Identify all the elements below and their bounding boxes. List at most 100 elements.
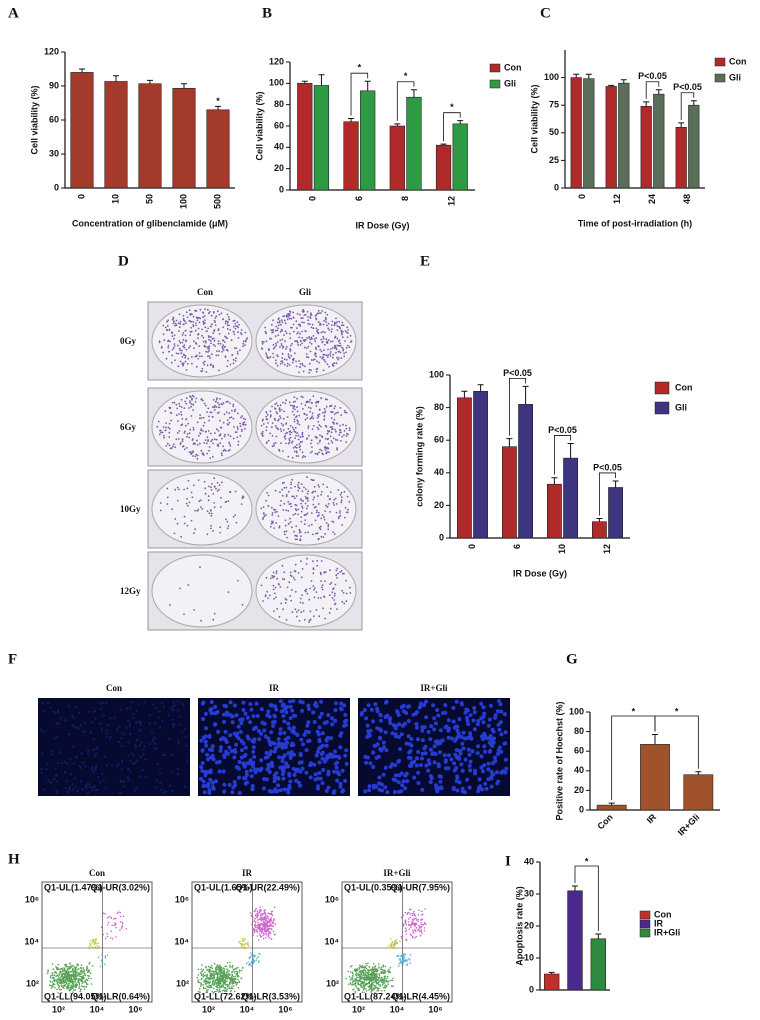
y-tick-label: 100	[429, 369, 444, 379]
error-bar	[678, 122, 685, 128]
legend-label: Gli	[675, 402, 687, 412]
legend-swatch	[489, 63, 501, 73]
annotation: P<0.05	[638, 71, 667, 81]
annotation: *	[632, 706, 636, 716]
y-tick-label: 40	[434, 467, 444, 477]
x-tick-label: 500	[212, 194, 222, 209]
y-axis-label: Cell viability (%)	[29, 85, 39, 154]
y-tick-label: 60	[274, 120, 284, 130]
bar	[435, 144, 452, 191]
event-cloud	[88, 938, 100, 950]
quadrant-label: Q1-UR(3.02%)	[90, 882, 150, 892]
nuclei	[199, 699, 349, 795]
bar	[570, 77, 582, 189]
quadrant-label: Q1-UL(1.47%)	[44, 882, 103, 892]
x-tick-label: 10	[110, 194, 120, 204]
x-tick-label: 10⁴	[240, 1004, 254, 1014]
bar	[546, 483, 562, 539]
annotation: *	[216, 96, 220, 106]
bar	[473, 390, 488, 539]
bracket	[680, 92, 695, 120]
quadrant-label: Q1-UR(22.49%)	[235, 882, 300, 892]
bar	[313, 85, 330, 191]
y-tick-label: 20	[524, 920, 534, 930]
annotation: P<0.05	[503, 368, 532, 378]
legend-label: Con	[675, 382, 693, 392]
x-tick-label: 24	[647, 194, 657, 204]
event-cloud	[396, 953, 412, 967]
y-axis-label: colony forming rate (%)	[414, 406, 424, 507]
y-tick-label: 10⁶	[175, 894, 189, 904]
x-tick-label: 10²	[52, 1004, 65, 1014]
bar	[675, 126, 687, 189]
x-tick-label: 0	[308, 196, 318, 201]
error-bar	[215, 105, 221, 110]
x-tick-label: Con	[595, 812, 614, 831]
legend-swatch	[654, 381, 670, 395]
quadrant-label: Q1-LR(4.45%)	[391, 991, 450, 1001]
annotation: P<0.05	[548, 425, 577, 435]
y-tick-label: 20	[574, 785, 584, 795]
bracket	[443, 112, 461, 142]
quadrant-lines	[42, 882, 152, 1002]
annotation: P<0.05	[673, 82, 702, 92]
x-tick-label: 10⁶	[278, 1004, 292, 1014]
y-axis-label: Apoptosis rate (%)	[514, 886, 524, 966]
plot-title: IR	[242, 868, 253, 878]
y-tick-label: 10⁴	[325, 936, 339, 946]
image-label: Con	[106, 683, 122, 693]
y-axis-label: Cell viability (%)	[254, 91, 264, 160]
quadrant-label: Q1-UR(7.95%)	[390, 882, 450, 892]
panel-letter: G	[566, 651, 578, 667]
legend-swatch	[714, 57, 726, 67]
dish	[255, 390, 357, 464]
bar	[640, 106, 652, 189]
x-tick-label: 12	[602, 544, 612, 554]
quadrant-label: Q1-LR(3.53%)	[241, 991, 300, 1001]
y-tick-label: 120	[44, 46, 59, 56]
bar	[343, 121, 359, 191]
y-tick-label: 10⁶	[325, 894, 339, 904]
y-tick-label: 10⁴	[175, 936, 189, 946]
legend-label: Con	[504, 62, 522, 72]
bar	[70, 72, 94, 189]
y-tick-label: 20	[434, 500, 444, 510]
dish	[151, 304, 253, 378]
error-bar	[457, 120, 464, 124]
error-bar	[612, 480, 619, 488]
error-bar	[655, 89, 662, 95]
legend-label: Con	[729, 56, 747, 66]
x-tick-label: IR+Gli	[676, 812, 702, 838]
fluorescence-image	[38, 698, 190, 796]
error-bar	[410, 89, 417, 98]
error-bar	[477, 384, 484, 392]
y-tick-label: 40	[524, 856, 534, 866]
bar	[567, 890, 583, 991]
y-tick-label: 40	[274, 142, 284, 152]
y-tick-label: 90	[49, 80, 59, 90]
event-cloud	[345, 962, 394, 994]
bracket	[350, 72, 369, 116]
event-cloud	[100, 911, 128, 940]
x-tick-label: 10⁶	[428, 1004, 442, 1014]
y-tick-label: 20	[274, 163, 284, 173]
quadrant-label: Q1-LR(0.64%)	[91, 991, 150, 1001]
x-tick-label: 10	[557, 544, 567, 554]
y-tick-label: 0	[54, 182, 59, 192]
bracket	[574, 865, 599, 931]
bar	[452, 123, 468, 191]
quadrant-lines	[192, 882, 302, 1002]
bar	[389, 125, 405, 191]
error-bar	[522, 385, 529, 405]
bar	[563, 457, 578, 539]
x-tick-label: IR	[645, 812, 659, 826]
panel-letter: E	[420, 253, 430, 269]
x-tick-label: 10⁶	[128, 1004, 142, 1014]
error-bar	[181, 83, 187, 89]
error-bar	[608, 84, 615, 87]
bar	[206, 109, 230, 189]
y-tick-label: 0	[529, 984, 534, 994]
error-bar	[440, 143, 447, 146]
colonies	[158, 308, 249, 373]
